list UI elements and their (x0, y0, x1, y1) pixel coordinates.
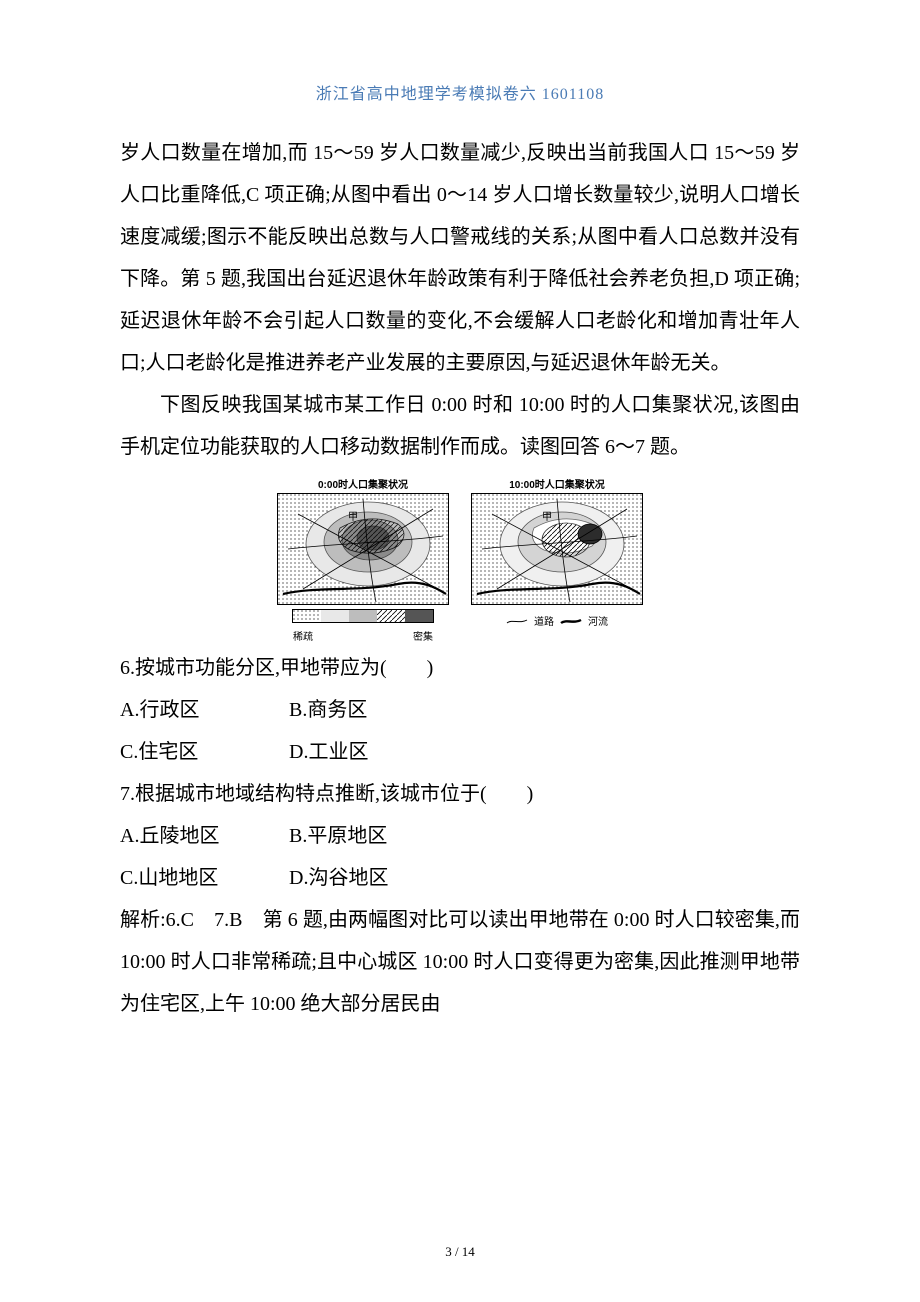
legend-river: 河流 (588, 613, 608, 628)
q7-opts-row1: A.丘陵地区 B.平原地区 (120, 815, 800, 857)
q7-opt-b: B.平原地区 (289, 815, 387, 857)
legend-sparse: 稀疏 (293, 628, 313, 643)
river-icon (560, 617, 582, 625)
q7-opt-a: A.丘陵地区 (120, 815, 284, 857)
page-footer: 3 / 14 (0, 1244, 920, 1260)
para-continuation: 岁人口数量在增加,而 15～59 岁人口数量减少,反映出当前我国人口 15～59… (120, 132, 800, 384)
explanation: 解析:6.C 7.B 第 6 题,由两幅图对比可以读出甲地带在 0:00 时人口… (120, 899, 800, 1025)
header-title: 浙江省高中地理学考模拟卷六 1601108 (316, 86, 604, 103)
page: 浙江省高中地理学考模拟卷六 1601108 岁人口数量在增加,而 15～59 岁… (0, 0, 920, 1302)
page-header: 浙江省高中地理学考模拟卷六 1601108 (120, 80, 800, 104)
q7-opt-c: C.山地地区 (120, 857, 284, 899)
map-left-title: 0:00时人口集聚状况 (318, 476, 408, 491)
q6-opt-c: C.住宅区 (120, 731, 284, 773)
road-icon (506, 617, 528, 625)
map-left-svg: 甲 (278, 494, 448, 604)
legend-gradient (292, 609, 434, 623)
map-left-panel: 0:00时人口集聚状况 (277, 476, 449, 643)
q6-opts-row1: A.行政区 B.商务区 (120, 689, 800, 731)
page-number: 3 / 14 (445, 1244, 475, 1259)
map-right-title: 10:00时人口集聚状况 (509, 476, 605, 491)
legend-labels: 稀疏 密集 (293, 628, 433, 643)
legend-gradient-block: 稀疏 密集 (292, 609, 434, 643)
svg-text:甲: 甲 (348, 512, 358, 523)
q6-text: 6.按城市功能分区,甲地带应为( ) (120, 647, 800, 689)
q6-opt-b: B.商务区 (289, 689, 367, 731)
q6-opts-row2: C.住宅区 D.工业区 (120, 731, 800, 773)
q6-opt-a: A.行政区 (120, 689, 284, 731)
q7-text: 7.根据城市地域结构特点推断,该城市位于( ) (120, 773, 800, 815)
figure-row: 0:00时人口集聚状况 (120, 476, 800, 643)
map-left: 甲 (277, 493, 449, 605)
legend-symbols: 道路 河流 (506, 613, 608, 628)
q6-opt-d: D.工业区 (289, 731, 368, 773)
map-right: 甲 (471, 493, 643, 605)
q7-opt-d: D.沟谷地区 (289, 857, 388, 899)
map-right-svg: 甲 (472, 494, 642, 604)
legend-road: 道路 (534, 613, 554, 628)
legend-dense: 密集 (413, 628, 433, 643)
q7-opts-row2: C.山地地区 D.沟谷地区 (120, 857, 800, 899)
map-right-panel: 10:00时人口集聚状况 (471, 476, 643, 628)
svg-text:甲: 甲 (542, 512, 552, 523)
stem-intro: 下图反映我国某城市某工作日 0:00 时和 10:00 时的人口集聚状况,该图由… (120, 384, 800, 468)
